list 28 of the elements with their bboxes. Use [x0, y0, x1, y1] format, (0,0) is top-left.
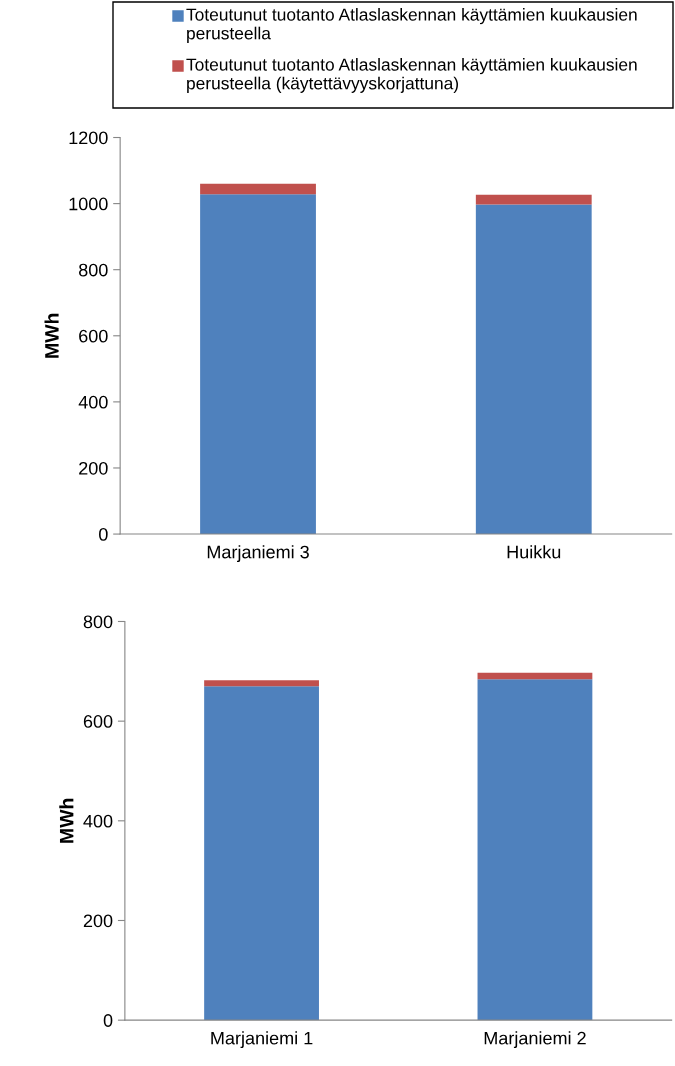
- y-tick-label: 600: [83, 715, 113, 728]
- x-tick-label: Huikku: [507, 545, 561, 559]
- y-tick-label: 800: [83, 615, 113, 629]
- y-tick-label: 0: [103, 1014, 113, 1027]
- x-tick-label: Marjaniemi 1: [211, 1031, 313, 1049]
- y-tick-label: 1000: [69, 197, 108, 211]
- y-axis-title: MWh: [59, 798, 74, 843]
- legend-label: Toteutunut tuotanto Atlaslaskennan käyttämien kuukausien perusteella (käytettävyyskorjattuna): [186, 58, 637, 93]
- x-tick-label: Marjaniemi 3: [207, 545, 309, 563]
- y-tick-label: 200: [79, 461, 108, 475]
- y-tick-label: 200: [83, 914, 113, 928]
- bar: [204, 680, 319, 687]
- bar: [200, 194, 316, 535]
- bar: [475, 204, 592, 535]
- legend-label: Toteutunut tuotanto Atlaslaskennan käyttämien kuukausien perusteella: [186, 8, 637, 43]
- y-tick-label: 800: [79, 263, 108, 277]
- y-tick-label: 400: [83, 814, 113, 828]
- bar: [204, 686, 319, 1021]
- bar: [200, 183, 316, 195]
- bar: [475, 194, 592, 205]
- y-tick-label: 0: [99, 528, 108, 541]
- y-axis-title: MWh: [44, 313, 59, 358]
- bar: [477, 679, 593, 1021]
- y-tick-label: 600: [79, 329, 108, 343]
- bar: [477, 672, 593, 680]
- y-tick-label: 400: [78, 395, 108, 409]
- x-tick-label: Marjaniemi 2: [484, 1031, 586, 1049]
- y-tick-label: 1200: [69, 131, 108, 145]
